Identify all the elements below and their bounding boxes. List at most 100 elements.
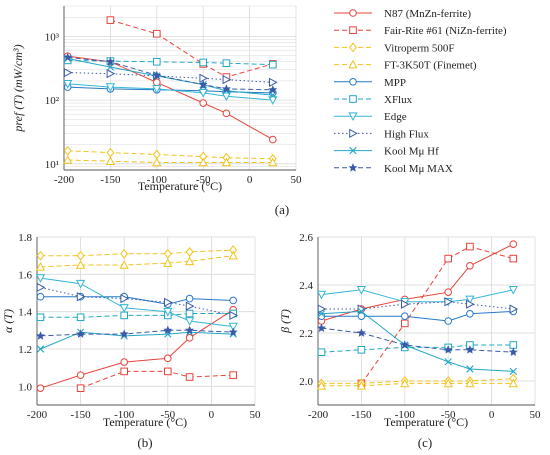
data-point: [163, 248, 172, 259]
series-line: [67, 150, 273, 160]
series-line: [67, 72, 273, 83]
data-point: [164, 354, 172, 363]
data-point: [401, 312, 409, 321]
data-point: [228, 327, 238, 337]
x-tick-label: 0: [489, 409, 495, 421]
data-point: [317, 348, 326, 356]
panel-label-c: (c): [418, 435, 432, 450]
y-tick-label: 2.0: [299, 376, 313, 388]
data-point: [269, 60, 277, 69]
x-axis-label: Temperature (°C): [384, 415, 468, 429]
legend-label: FT-3K50T (Finemet): [384, 60, 477, 72]
data-point: [268, 85, 278, 94]
data-point: [508, 286, 518, 295]
data-point: [444, 358, 452, 366]
data-point: [357, 307, 366, 316]
data-point: [119, 304, 129, 313]
legend-marker: [348, 59, 358, 69]
data-point: [76, 371, 85, 379]
data-point: [120, 248, 129, 259]
y-axis-label: α (T): [1, 309, 15, 333]
data-point: [199, 58, 207, 67]
series-8: [317, 297, 519, 314]
series-6: [63, 56, 277, 69]
data-point: [268, 96, 278, 105]
y-axis-label: pref (T) (mW/cm³): [11, 44, 25, 132]
legend-label: Vitroperm 500F: [384, 42, 455, 54]
series-line: [110, 19, 273, 78]
data-point: [105, 156, 116, 165]
data-point: [222, 59, 231, 67]
data-point: [152, 85, 162, 94]
data-point: [63, 155, 73, 164]
x-tick-label: -150: [71, 409, 92, 421]
grid: [36, 236, 256, 405]
series-line: [321, 310, 514, 322]
series-line: [80, 370, 234, 389]
data-point: [75, 260, 86, 269]
x-tick-label: -200: [54, 174, 75, 186]
x-tick-label: -50: [441, 409, 456, 421]
data-point: [508, 378, 518, 388]
data-point: [120, 293, 130, 304]
x-tick-label: -200: [27, 409, 48, 421]
series-line: [321, 327, 514, 353]
data-point: [163, 258, 173, 267]
series-2: [357, 242, 518, 388]
series-5: [36, 292, 237, 309]
data-point: [185, 334, 194, 342]
series-4: [63, 155, 278, 167]
series-1: [36, 306, 237, 393]
series-4: [35, 250, 238, 271]
data-point: [465, 378, 475, 388]
data-point: [36, 282, 46, 293]
y-axis-label: β (T): [278, 309, 292, 334]
legend-marker: [349, 78, 357, 86]
x-tick-label: -50: [160, 409, 175, 421]
data-point: [185, 325, 195, 335]
data-point: [509, 254, 518, 263]
grid: [63, 5, 297, 171]
series-8: [36, 282, 239, 321]
data-point: [222, 109, 231, 118]
series-10: [63, 52, 278, 94]
data-point: [36, 292, 45, 301]
legend-item: FT-3K50T (Finemet): [334, 60, 477, 72]
series-line: [67, 83, 273, 101]
data-point: [184, 256, 195, 266]
legend-marker: [348, 112, 358, 122]
series-line: [40, 296, 234, 305]
series-line: [67, 56, 273, 91]
x-tick-label: 50: [250, 409, 262, 421]
legend-label: Fair-Rite #61 (NiZn-ferrite): [384, 25, 507, 37]
data-point: [120, 311, 129, 320]
legend-item: MPP: [334, 77, 406, 89]
series-line: [67, 59, 273, 66]
series-line: [40, 277, 234, 328]
data-point: [63, 67, 73, 78]
data-point: [76, 313, 85, 322]
data-point: [199, 99, 207, 107]
legend-marker: [349, 128, 358, 139]
series-line: [40, 309, 234, 389]
legend-label: N87 (MnZn-ferrite): [384, 8, 471, 20]
x-axis-label: Temperature (°C): [103, 415, 187, 429]
data-point: [509, 304, 519, 314]
data-point: [466, 242, 474, 251]
x-tick-label: -200: [308, 409, 329, 421]
data-point: [444, 297, 454, 307]
series-line: [321, 310, 514, 372]
data-point: [198, 157, 208, 167]
data-point: [76, 384, 85, 392]
legend-marker: [349, 42, 357, 53]
data-point: [152, 70, 162, 80]
data-point: [444, 254, 452, 263]
data-point: [356, 286, 367, 295]
y-tick-label: 2.2: [299, 328, 313, 340]
data-point: [152, 149, 161, 160]
legend-label: MPP: [384, 77, 406, 89]
legend-label: Kool Mμ MAX: [384, 163, 453, 175]
data-point: [443, 345, 453, 354]
data-point: [164, 297, 173, 307]
legend-marker: [349, 95, 357, 103]
